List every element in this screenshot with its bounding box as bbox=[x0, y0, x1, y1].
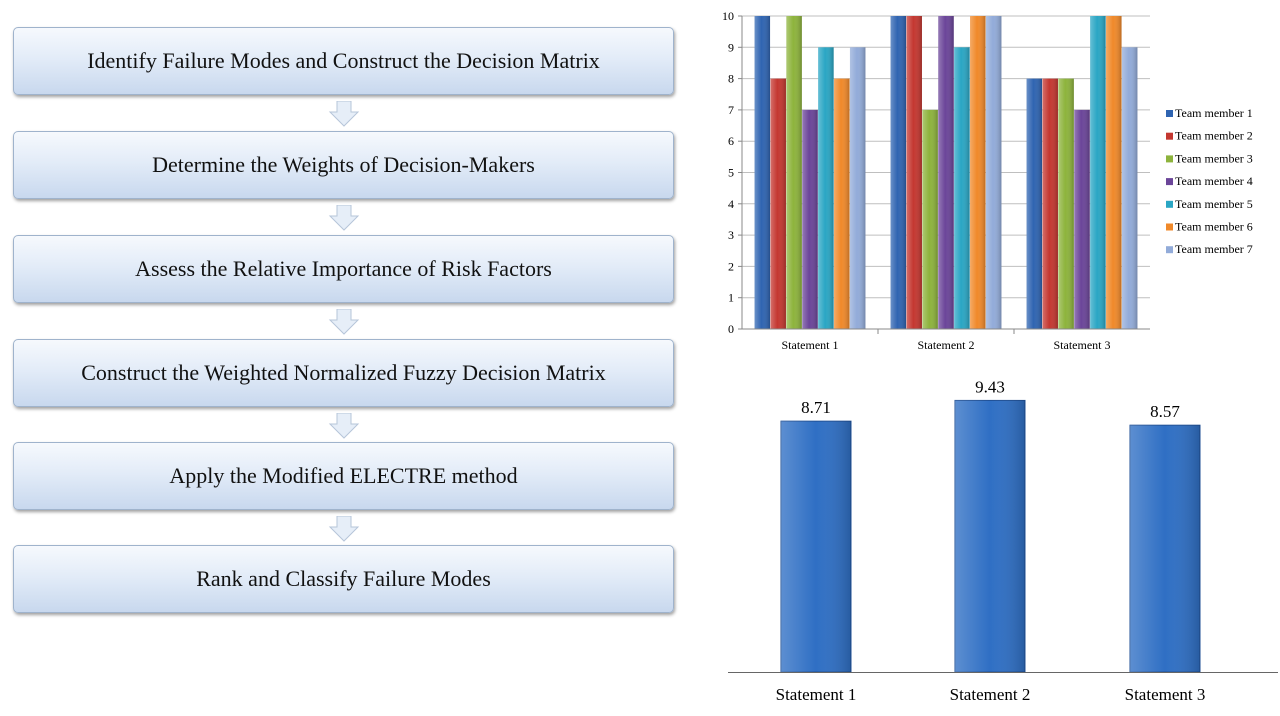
bar-shading bbox=[781, 421, 851, 672]
y-tick-label: 7 bbox=[728, 103, 734, 117]
down-arrow-icon bbox=[328, 413, 360, 439]
flow-step-weighted-matrix: Construct the Weighted Normalized Fuzzy … bbox=[13, 339, 674, 407]
y-tick-label: 4 bbox=[728, 197, 734, 211]
bar-shading bbox=[1074, 109, 1090, 330]
data-label: 8.71 bbox=[801, 398, 831, 417]
legend-swatch bbox=[1166, 110, 1173, 117]
x-tick-label: Statement 1 bbox=[782, 338, 839, 352]
bar-shading bbox=[970, 16, 986, 329]
average-score-bar-chart: 8.71 Statement 1 9.43 Statement 2 8.57 Statem… bbox=[728, 380, 1278, 704]
data-label: 9.43 bbox=[975, 380, 1005, 396]
down-arrow-icon bbox=[328, 205, 360, 231]
legend-label: Team member 7 bbox=[1175, 242, 1253, 256]
legend-label: Team member 2 bbox=[1175, 129, 1253, 143]
y-tick-label: 6 bbox=[728, 134, 734, 148]
legend-swatch bbox=[1166, 200, 1173, 208]
y-tick-label: 1 bbox=[728, 291, 734, 305]
flowchart: Identify Failure Modes and Construct the… bbox=[13, 27, 674, 613]
legend-label: Team member 1 bbox=[1175, 106, 1253, 120]
x-tick-label: Statement 2 bbox=[918, 338, 975, 352]
flow-step-assess-risk-factors: Assess the Relative Importance of Risk F… bbox=[13, 235, 674, 303]
y-tick-label: 8 bbox=[728, 72, 734, 86]
y-tick-label: 2 bbox=[728, 259, 734, 273]
bar-shading bbox=[786, 16, 802, 329]
x-tick-label: Statement 3 bbox=[1125, 685, 1206, 704]
down-arrow-icon bbox=[328, 516, 360, 542]
bar-shading bbox=[906, 16, 922, 329]
y-tick-label: 9 bbox=[728, 40, 734, 54]
bar-shading bbox=[890, 16, 907, 329]
legend-label: Team member 3 bbox=[1175, 151, 1253, 165]
x-tick-label: Statement 3 bbox=[1054, 338, 1111, 352]
legend-label: Team member 4 bbox=[1175, 174, 1253, 188]
legend-swatch bbox=[1166, 132, 1173, 140]
legend-swatch bbox=[1166, 223, 1173, 231]
bar-shading bbox=[922, 109, 938, 330]
data-label: 8.57 bbox=[1150, 402, 1180, 421]
bar-shading bbox=[1058, 78, 1074, 329]
flow-step-determine-weights: Determine the Weights of Decision-Makers bbox=[13, 131, 674, 199]
bar-shading bbox=[1026, 78, 1043, 329]
flow-step-rank-classify: Rank and Classify Failure Modes bbox=[13, 545, 674, 613]
bar-shading bbox=[754, 16, 771, 329]
down-arrow-icon bbox=[328, 101, 360, 127]
x-tick-label: Statement 2 bbox=[950, 685, 1031, 704]
bar-shading bbox=[1090, 16, 1106, 329]
flow-step-identify-failure-modes: Identify Failure Modes and Construct the… bbox=[13, 27, 674, 95]
bar-shading bbox=[1121, 47, 1138, 330]
bar-shading bbox=[985, 16, 1002, 329]
y-tick-label: 10 bbox=[722, 9, 734, 23]
legend-label: Team member 5 bbox=[1175, 197, 1253, 211]
legend-swatch bbox=[1166, 155, 1173, 163]
x-tick-label: Statement 1 bbox=[776, 685, 857, 704]
y-tick-label: 3 bbox=[728, 228, 734, 242]
down-arrow-icon bbox=[328, 309, 360, 335]
bar-shading bbox=[802, 109, 818, 330]
team-scores-bar-chart: 0 1 2 3 4 5 6 7 8 9 10 Statement 1 Statement 2 Statem… bbox=[722, 9, 1253, 352]
flow-step-modified-electre: Apply the Modified ELECTRE method bbox=[13, 442, 674, 510]
bar-shading bbox=[770, 78, 786, 329]
bar-shading bbox=[1130, 425, 1200, 672]
bar-shading bbox=[1042, 78, 1058, 329]
bar-shading bbox=[1106, 16, 1122, 329]
bar-shading bbox=[818, 47, 834, 330]
y-tick-label: 5 bbox=[728, 166, 734, 180]
bar-shading bbox=[938, 16, 954, 329]
legend-swatch bbox=[1166, 246, 1173, 254]
bar-shading bbox=[955, 400, 1025, 672]
bar-shading bbox=[849, 47, 866, 330]
bar-shading bbox=[834, 78, 850, 329]
legend-swatch bbox=[1166, 178, 1173, 186]
legend-label: Team member 6 bbox=[1175, 220, 1253, 234]
bar-shading bbox=[954, 47, 970, 330]
y-tick-label: 0 bbox=[728, 322, 734, 336]
